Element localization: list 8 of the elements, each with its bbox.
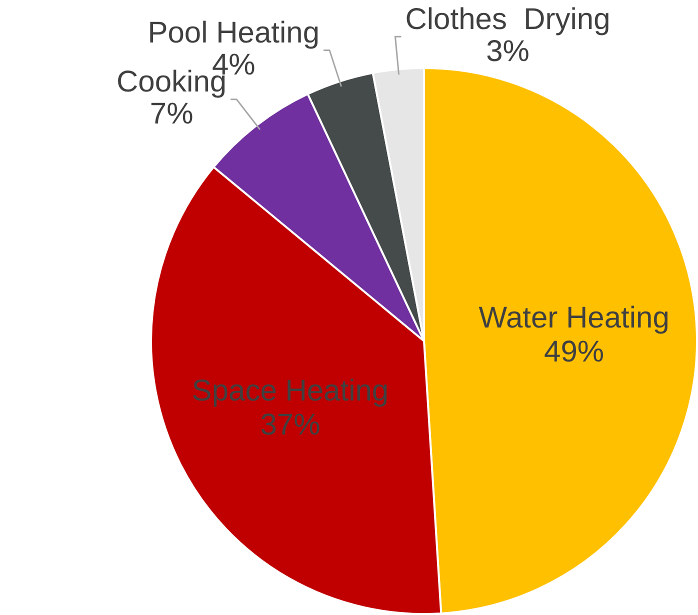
data-label: 49% [544,336,604,369]
data-label: 37% [260,408,320,442]
slice-label: Pool Heating [148,16,320,50]
slice-label: Water Heating [478,302,670,335]
data-label: 7% [150,98,194,131]
slice-label: Space Heating [192,374,389,408]
slice-label: Clothes Drying [405,2,610,36]
data-label: 3% [486,34,530,68]
